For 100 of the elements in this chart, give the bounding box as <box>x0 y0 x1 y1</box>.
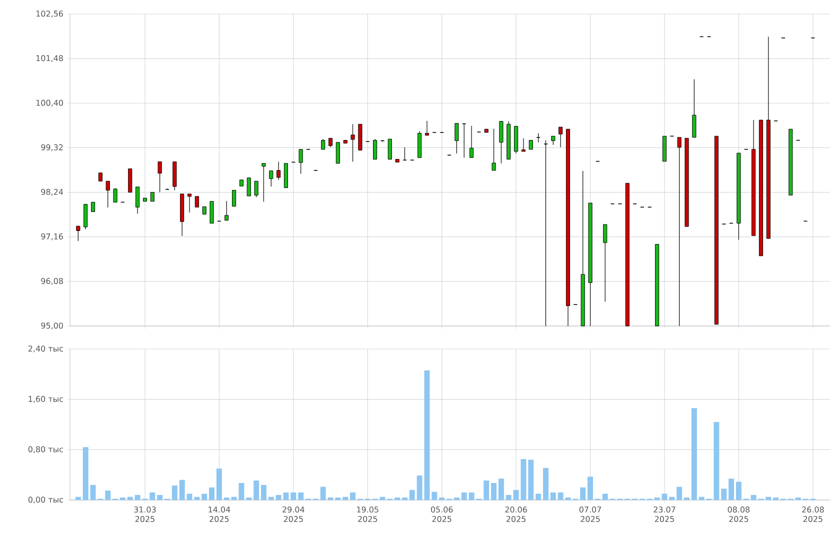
bar <box>432 492 438 500</box>
bar <box>216 468 222 500</box>
candlestick <box>388 138 392 160</box>
bar <box>290 492 296 500</box>
bar <box>246 497 252 500</box>
bar <box>268 496 274 500</box>
bar <box>773 497 779 500</box>
bar <box>260 484 266 500</box>
candlestick <box>580 170 585 326</box>
bar <box>698 496 704 500</box>
bar <box>424 370 430 500</box>
bar <box>157 494 163 500</box>
candlestick <box>298 149 303 174</box>
candlestick <box>677 137 682 326</box>
bar <box>194 496 200 500</box>
bar <box>766 496 772 500</box>
bar <box>491 483 497 500</box>
bar <box>795 497 801 500</box>
bar <box>172 486 178 500</box>
bar <box>150 492 156 500</box>
bar <box>75 496 81 500</box>
bar <box>320 486 326 500</box>
candlestick <box>358 124 362 150</box>
bar <box>728 478 734 500</box>
bar <box>120 497 126 500</box>
bar <box>416 475 422 500</box>
candlestick <box>202 206 206 214</box>
candlestick <box>625 182 630 326</box>
candlestick <box>106 180 110 208</box>
bar <box>602 494 608 500</box>
candlestick <box>752 120 756 236</box>
bar <box>127 496 133 500</box>
candlestick <box>98 172 102 182</box>
candlestick <box>558 126 563 148</box>
candlestick <box>142 198 147 202</box>
bar <box>558 492 564 500</box>
candlestick <box>662 136 667 162</box>
candlestick <box>150 192 154 202</box>
candlestick <box>239 180 244 186</box>
bar <box>536 494 542 500</box>
bar <box>676 486 682 500</box>
candlestick <box>373 138 378 160</box>
bar <box>550 492 556 500</box>
bar <box>202 494 208 500</box>
bar <box>588 476 594 500</box>
candlestick <box>655 244 660 326</box>
candlestick <box>402 146 407 160</box>
candlestick <box>492 128 496 171</box>
candlestick <box>76 226 80 242</box>
candlestick <box>232 190 236 207</box>
bar <box>454 497 460 500</box>
bar <box>394 497 400 500</box>
candlestick <box>736 152 741 240</box>
candlestick <box>180 194 184 236</box>
candlestick <box>136 186 140 214</box>
candlestick <box>484 128 488 133</box>
bar <box>82 447 88 500</box>
candlestick <box>528 140 533 150</box>
candlestick <box>692 78 696 138</box>
candlestick <box>158 161 162 193</box>
candlestick <box>328 138 333 148</box>
bar <box>691 408 697 500</box>
bar <box>298 492 304 500</box>
bar <box>669 496 675 500</box>
bar <box>224 497 230 500</box>
candlestick <box>566 128 570 326</box>
candlestick <box>128 168 132 193</box>
candlestick <box>224 200 229 221</box>
candlestick <box>603 224 608 302</box>
candlestick <box>424 120 430 136</box>
candlestick <box>454 123 459 154</box>
bar <box>654 497 660 500</box>
candlestick <box>788 128 793 196</box>
candlestick <box>588 202 592 326</box>
candlestick <box>684 138 689 227</box>
candlestick <box>90 202 96 212</box>
bar <box>684 497 690 500</box>
bar <box>461 492 467 500</box>
candlestick <box>758 120 764 256</box>
candlestick <box>246 178 251 196</box>
candlestick <box>276 161 281 180</box>
candlestick <box>766 36 770 239</box>
candlestick <box>350 124 355 162</box>
candlestick <box>210 201 214 224</box>
bar <box>736 482 742 500</box>
candlestick <box>262 163 266 202</box>
candlestick <box>418 130 422 158</box>
candlestick <box>284 163 288 188</box>
candlestick <box>194 196 199 208</box>
candlestick <box>336 142 340 164</box>
bar <box>350 492 356 500</box>
candlestick <box>343 140 348 144</box>
candlestick <box>521 138 526 152</box>
candlestick <box>514 126 518 154</box>
candlestick <box>187 194 192 213</box>
bar <box>721 488 727 500</box>
bar <box>409 490 415 500</box>
candlestick <box>395 159 400 162</box>
bar <box>402 497 408 500</box>
bar <box>209 487 215 500</box>
